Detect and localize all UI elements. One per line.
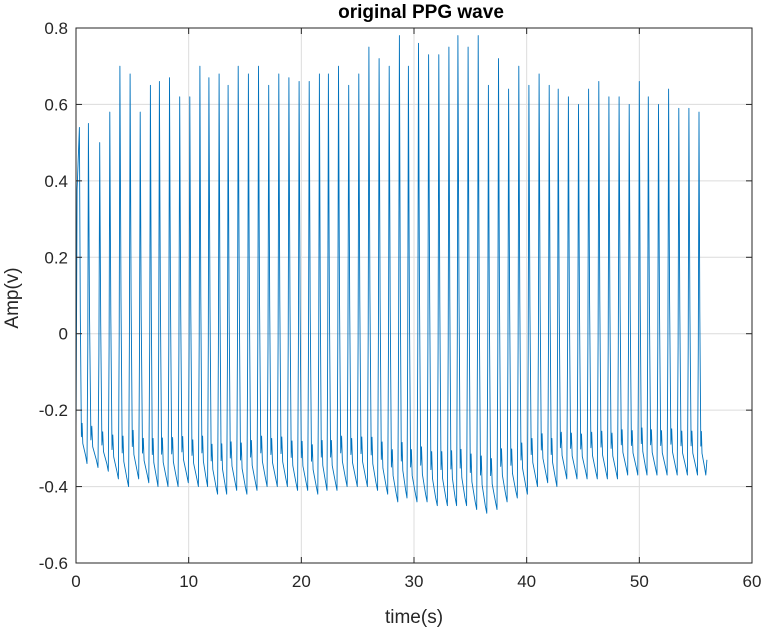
chart-title: original PPG wave [338,2,504,23]
y-tick-labels: -0.6 -0.4 -0.2 0 0.2 0.4 0.6 0.8 [39,19,68,573]
y-axis-label: Amp(v) [2,267,23,328]
y-tick-label: -0.4 [39,478,68,497]
ppg-series [75,35,708,514]
axis-ticks [75,27,753,564]
y-tick-label: 0.6 [44,95,68,114]
y-tick-label: 0.2 [44,248,68,267]
y-tick-label: 0.4 [44,172,68,191]
y-tick-label: 0.8 [44,19,68,38]
ppg-line [75,35,708,514]
x-tick-labels: 0 10 20 30 40 50 60 [71,572,761,591]
y-tick-label: -0.2 [39,401,68,420]
y-tick-label: 0 [59,325,68,344]
x-tick-label: 10 [179,572,198,591]
x-tick-label: 20 [292,572,311,591]
x-tick-label: 30 [405,572,424,591]
x-tick-label: 0 [71,572,80,591]
y-tick-label: -0.6 [39,554,68,573]
x-tick-label: 50 [630,572,649,591]
x-tick-label: 60 [743,572,762,591]
x-axis-label: time(s) [385,607,443,628]
x-tick-label: 40 [517,572,536,591]
